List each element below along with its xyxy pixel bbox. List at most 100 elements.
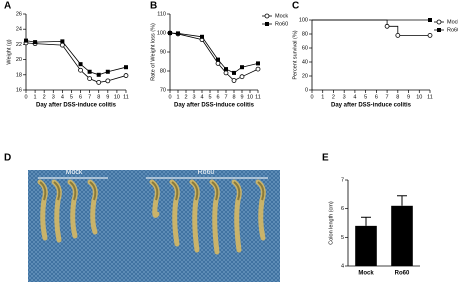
marker bbox=[87, 76, 93, 81]
legend-label: Mock bbox=[447, 19, 458, 25]
y-tick-label: 20 bbox=[302, 73, 308, 79]
group-label: Ro60 bbox=[198, 169, 215, 176]
legend-label: Ro60 bbox=[275, 21, 288, 27]
x-tick-label: 6 bbox=[216, 94, 219, 100]
legend-label: Mock bbox=[275, 13, 288, 19]
panel-letter: A bbox=[4, 1, 11, 12]
x-tick-label: 0 bbox=[168, 94, 171, 100]
y-tick-label: 6 bbox=[341, 206, 344, 212]
y-tick-label: 40 bbox=[302, 59, 308, 65]
series-line bbox=[312, 19, 430, 36]
legend-marker bbox=[436, 19, 442, 25]
legend-marker bbox=[264, 13, 270, 19]
colon-shade bbox=[53, 181, 61, 201]
x-tick-label: Ro60 bbox=[395, 271, 410, 277]
y-tick-label: 110 bbox=[157, 11, 166, 17]
marker bbox=[395, 33, 401, 38]
marker bbox=[105, 78, 111, 84]
x-tick-label: 3 bbox=[192, 94, 195, 100]
x-tick-label: 4 bbox=[200, 94, 203, 100]
marker bbox=[168, 31, 172, 35]
y-tick-label: 18 bbox=[16, 72, 22, 78]
marker bbox=[87, 69, 92, 74]
marker bbox=[255, 66, 261, 72]
marker bbox=[384, 23, 390, 29]
bar bbox=[355, 225, 377, 266]
x-tick-label: 0 bbox=[24, 94, 27, 100]
y-tick-label: 60 bbox=[302, 45, 308, 51]
colon-shade bbox=[233, 181, 241, 201]
x-tick-label: 6 bbox=[79, 94, 82, 100]
colon-shade bbox=[191, 181, 199, 201]
panel-letter: B bbox=[150, 1, 157, 12]
x-tick-label: 3 bbox=[52, 94, 55, 100]
x-tick-label: 4 bbox=[61, 94, 64, 100]
x-tick-label: 10 bbox=[114, 94, 120, 100]
colon-shade bbox=[39, 181, 47, 201]
x-tick-label: 8 bbox=[396, 94, 399, 100]
x-tick-label: 10 bbox=[416, 94, 422, 100]
x-axis-label: Day after DSS-induce colitis bbox=[36, 103, 117, 109]
marker bbox=[232, 70, 236, 75]
y-tick-label: 100 bbox=[157, 30, 166, 36]
marker bbox=[223, 70, 229, 76]
x-tick-label: 2 bbox=[184, 94, 187, 100]
x-tick-label: Mock bbox=[358, 271, 374, 277]
series-line bbox=[25, 42, 127, 83]
series-line bbox=[169, 32, 259, 81]
y-tick-label: 22 bbox=[16, 42, 22, 48]
x-tick-label: 11 bbox=[123, 94, 129, 100]
legend-marker bbox=[265, 22, 269, 26]
marker bbox=[96, 72, 101, 77]
marker bbox=[427, 33, 433, 38]
y-tick-label: 4 bbox=[341, 263, 344, 269]
bar bbox=[391, 205, 413, 266]
y-axis-label: Rate of Weight loss (%) bbox=[150, 23, 156, 81]
marker bbox=[96, 80, 102, 85]
y-tick-label: 5 bbox=[341, 235, 344, 241]
x-tick-label: 5 bbox=[208, 94, 211, 100]
series-line bbox=[25, 40, 127, 76]
y-tick-label: 16 bbox=[16, 87, 22, 93]
marker bbox=[78, 67, 83, 73]
y-tick-label: 80 bbox=[160, 68, 166, 74]
marker bbox=[224, 67, 228, 72]
x-tick-label: 7 bbox=[386, 94, 389, 100]
y-tick-label: 20 bbox=[16, 57, 22, 63]
x-tick-label: 3 bbox=[343, 94, 346, 100]
marker bbox=[256, 61, 260, 66]
marker bbox=[59, 42, 65, 48]
y-tick-label: 0 bbox=[305, 87, 308, 93]
colon-shade bbox=[257, 181, 265, 201]
x-tick-label: 5 bbox=[70, 94, 73, 100]
marker bbox=[215, 61, 221, 66]
x-tick-label: 8 bbox=[97, 94, 100, 100]
marker bbox=[60, 39, 65, 44]
colon-shade bbox=[211, 181, 219, 201]
y-tick-label: 90 bbox=[160, 49, 166, 55]
y-tick-label: 7 bbox=[341, 177, 344, 183]
marker bbox=[216, 57, 220, 62]
x-tick-label: 7 bbox=[88, 94, 91, 100]
x-tick-label: 1 bbox=[176, 94, 179, 100]
colon-shade bbox=[89, 181, 97, 201]
y-tick-label: 24 bbox=[16, 27, 22, 33]
panel-letter: C bbox=[292, 1, 299, 12]
x-tick-label: 1 bbox=[321, 94, 324, 100]
colon-shade bbox=[151, 181, 159, 201]
y-axis-label: Percent survival (%) bbox=[292, 30, 298, 79]
marker bbox=[231, 78, 237, 83]
x-tick-label: 11 bbox=[255, 94, 261, 100]
marker bbox=[200, 34, 204, 39]
x-tick-label: 10 bbox=[247, 94, 253, 100]
marker bbox=[124, 65, 128, 70]
x-tick-label: 9 bbox=[240, 94, 243, 100]
colon-shade bbox=[171, 181, 179, 201]
x-tick-label: 6 bbox=[375, 94, 378, 100]
y-tick-label: 80 bbox=[302, 31, 308, 37]
marker bbox=[240, 65, 244, 70]
x-tick-label: 5 bbox=[364, 94, 367, 100]
marker bbox=[24, 38, 28, 43]
colon-shade bbox=[69, 181, 77, 201]
